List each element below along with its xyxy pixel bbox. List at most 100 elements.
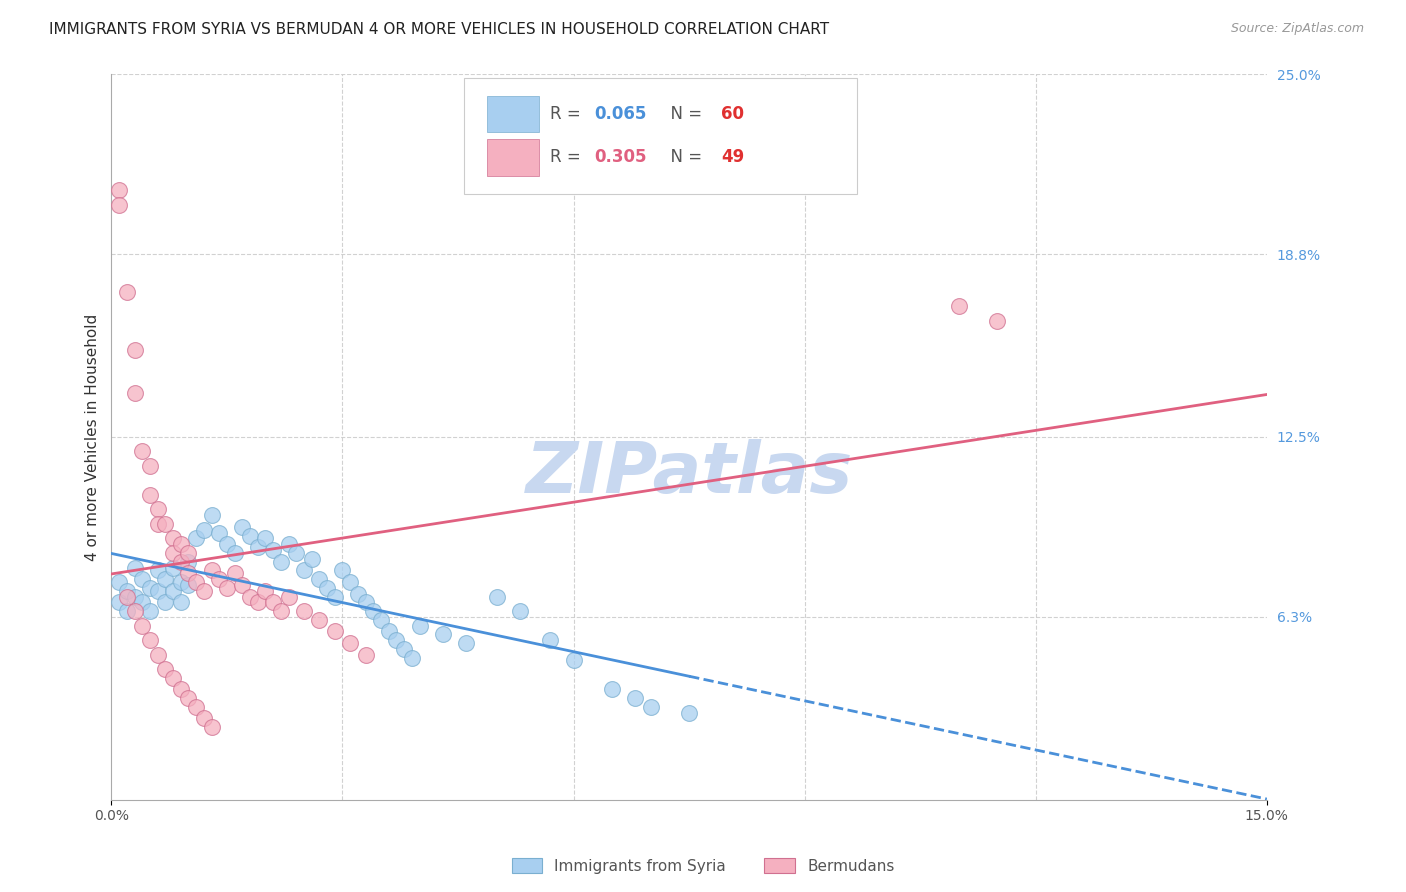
Point: [108, 595, 131, 609]
Point: [262, 595, 284, 609]
Point: [124, 386, 146, 401]
Point: [139, 633, 162, 648]
Point: [277, 590, 299, 604]
Point: [370, 613, 392, 627]
Point: [215, 581, 238, 595]
Point: [155, 516, 177, 531]
Text: 60: 60: [721, 105, 745, 123]
Point: [162, 532, 184, 546]
Text: ZIPatlas: ZIPatlas: [526, 439, 853, 508]
Point: [454, 636, 477, 650]
Point: [270, 555, 292, 569]
Point: [115, 583, 138, 598]
Point: [239, 590, 262, 604]
Point: [146, 583, 169, 598]
FancyBboxPatch shape: [486, 139, 538, 176]
Point: [678, 706, 700, 720]
Point: [254, 583, 277, 598]
Point: [124, 560, 146, 574]
Point: [124, 343, 146, 357]
Point: [170, 555, 193, 569]
Point: [600, 682, 623, 697]
Point: [401, 650, 423, 665]
Point: [292, 604, 315, 618]
Point: [146, 516, 169, 531]
Point: [139, 458, 162, 473]
Point: [540, 633, 562, 648]
Text: 0.065: 0.065: [595, 105, 647, 123]
Text: Source: ZipAtlas.com: Source: ZipAtlas.com: [1230, 22, 1364, 36]
Point: [408, 618, 430, 632]
Point: [262, 543, 284, 558]
Point: [215, 537, 238, 551]
Point: [177, 578, 200, 592]
Point: [170, 682, 193, 697]
Point: [186, 532, 208, 546]
Point: [640, 699, 662, 714]
Point: [186, 575, 208, 590]
Point: [308, 613, 330, 627]
Point: [131, 572, 153, 586]
Point: [193, 583, 215, 598]
Point: [208, 572, 231, 586]
Point: [246, 540, 269, 554]
Point: [177, 555, 200, 569]
Point: [354, 595, 377, 609]
Point: [347, 587, 370, 601]
Point: [200, 563, 222, 577]
Point: [224, 566, 246, 581]
Point: [108, 197, 131, 211]
Point: [146, 502, 169, 516]
Point: [186, 699, 208, 714]
Point: [509, 604, 531, 618]
Point: [332, 563, 354, 577]
Point: [377, 624, 399, 639]
Point: [131, 595, 153, 609]
Point: [139, 488, 162, 502]
Text: 49: 49: [721, 148, 745, 167]
Point: [162, 546, 184, 560]
Point: [624, 691, 647, 706]
Text: R =: R =: [551, 148, 586, 167]
Point: [231, 520, 253, 534]
Point: [277, 537, 299, 551]
Text: N =: N =: [661, 105, 707, 123]
Point: [139, 604, 162, 618]
Point: [392, 641, 415, 656]
FancyBboxPatch shape: [464, 78, 856, 194]
Point: [354, 648, 377, 662]
Point: [316, 581, 339, 595]
Point: [339, 575, 361, 590]
Point: [108, 575, 131, 590]
Point: [124, 590, 146, 604]
Point: [254, 532, 277, 546]
Point: [124, 604, 146, 618]
Point: [224, 546, 246, 560]
Point: [308, 572, 330, 586]
Y-axis label: 4 or more Vehicles in Household: 4 or more Vehicles in Household: [86, 313, 100, 560]
Point: [363, 604, 385, 618]
Point: [285, 546, 308, 560]
Point: [108, 183, 131, 197]
Point: [323, 624, 346, 639]
Point: [177, 566, 200, 581]
Point: [193, 711, 215, 725]
Point: [146, 648, 169, 662]
Text: IMMIGRANTS FROM SYRIA VS BERMUDAN 4 OR MORE VEHICLES IN HOUSEHOLD CORRELATION CH: IMMIGRANTS FROM SYRIA VS BERMUDAN 4 OR M…: [49, 22, 830, 37]
Point: [339, 636, 361, 650]
Point: [115, 604, 138, 618]
Point: [146, 563, 169, 577]
Point: [131, 618, 153, 632]
Point: [231, 578, 253, 592]
FancyBboxPatch shape: [486, 95, 538, 132]
Point: [170, 575, 193, 590]
Point: [200, 720, 222, 734]
Point: [155, 572, 177, 586]
Point: [562, 653, 585, 667]
Point: [292, 563, 315, 577]
Point: [155, 595, 177, 609]
Point: [177, 546, 200, 560]
Point: [170, 537, 193, 551]
Point: [155, 662, 177, 676]
Point: [162, 583, 184, 598]
